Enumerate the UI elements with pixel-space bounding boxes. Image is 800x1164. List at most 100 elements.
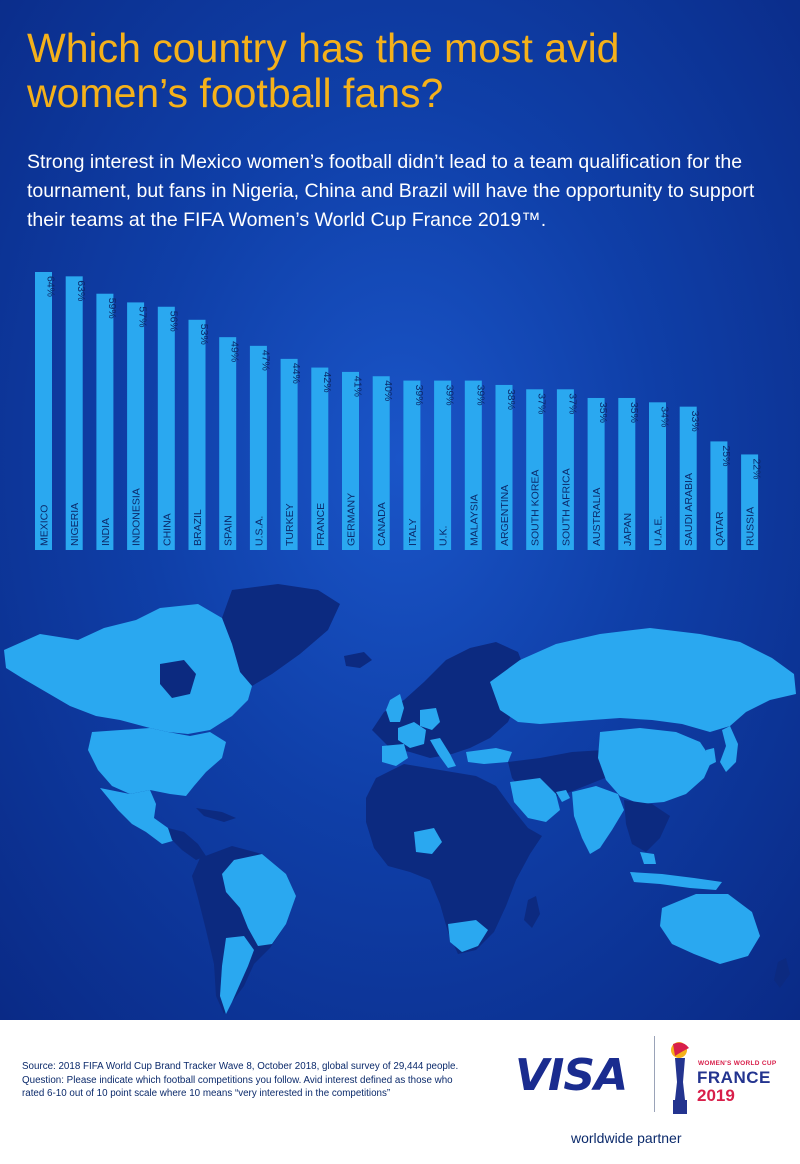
map-africa	[366, 764, 542, 954]
bar-value-label: 39%	[474, 385, 486, 406]
bar-nigeria	[65, 276, 83, 550]
bar-category-label: NIGERIA	[69, 503, 81, 546]
bar-india	[96, 293, 114, 550]
bar-value-label: 39%	[413, 385, 425, 406]
bar-value-label: 33%	[689, 411, 701, 432]
map-japan	[720, 726, 738, 772]
map-germany	[420, 708, 440, 730]
bar-category-label: RUSSIA	[745, 507, 757, 546]
bar-category-label: TURKEY	[284, 503, 296, 546]
logo-divider	[654, 1036, 655, 1112]
bar-saudi-arabia	[679, 406, 697, 550]
bar-category-label: ITALY	[407, 518, 419, 546]
page-subtitle: Strong interest in Mexico women’s footba…	[27, 151, 755, 231]
bar-south-korea	[526, 389, 544, 550]
bar-category-label: SPAIN	[223, 515, 235, 546]
bar-category-label: SOUTH KOREA	[530, 470, 542, 546]
bar-value-label: 41%	[352, 376, 364, 397]
map-malaysia	[640, 852, 656, 864]
bar-turkey	[280, 358, 298, 550]
map-turkey	[466, 748, 512, 764]
bar-value-label: 64%	[45, 276, 57, 297]
bar-canada	[372, 376, 390, 550]
bar-category-label: INDIA	[100, 518, 112, 546]
bar-value-label: 47%	[259, 350, 271, 371]
bar-category-label: FRANCE	[315, 503, 327, 546]
bar-china	[157, 306, 175, 550]
bar-category-label: CHINA	[161, 513, 173, 546]
bar-russia	[741, 454, 759, 550]
map-madagascar	[524, 896, 540, 928]
bar-brazil	[188, 319, 206, 550]
wwc-label: WOMEN'S WORLD CUP	[698, 1060, 777, 1067]
bar-category-label: AUSTRALIA	[591, 488, 603, 546]
bar-category-label: CANADA	[376, 502, 388, 546]
map-indonesia	[630, 872, 722, 890]
bar-value-label: 42%	[321, 372, 333, 393]
visa-logo: VISA	[515, 1050, 628, 1101]
bar-mexico	[35, 272, 52, 550]
bar-south-africa	[556, 389, 574, 550]
womens-world-cup-emblem	[671, 1042, 689, 1114]
map-uae-qatar	[556, 790, 570, 802]
map-mexico	[100, 788, 176, 844]
bar-value-label: 49%	[229, 341, 241, 362]
map-australia	[660, 894, 760, 964]
wwc-year: 2019	[697, 1086, 735, 1105]
bar-category-label: MEXICO	[39, 505, 51, 546]
map-uk	[386, 694, 404, 722]
bar-category-label: U.K.	[438, 526, 450, 546]
map-france	[398, 722, 426, 748]
map-greenland	[222, 584, 340, 686]
bar-category-label: QATAR	[714, 511, 726, 546]
bar-value-label: 37%	[566, 393, 578, 414]
bar-value-label: 35%	[597, 402, 609, 423]
bar-qatar	[710, 441, 728, 550]
bar-value-label: 57%	[137, 306, 149, 327]
bar-category-label: SOUTH AFRICA	[560, 468, 572, 546]
source-note: Source: 2018 FIFA World Cup Brand Tracke…	[22, 1061, 459, 1099]
bar-category-label: SAUDI ARABIA	[683, 473, 695, 546]
map-central-america	[168, 828, 206, 860]
bar-japan	[618, 397, 636, 550]
bar-category-label: BRAZIL	[192, 509, 204, 546]
bar-germany	[342, 371, 359, 550]
bar-value-label: 25%	[720, 445, 732, 466]
map-argentina	[220, 936, 254, 1014]
map-hudson-bay	[160, 660, 196, 698]
bar-category-label: INDONESIA	[131, 488, 143, 546]
bar-u-k	[434, 380, 452, 550]
bar-argentina	[495, 384, 513, 550]
map-china	[598, 728, 712, 804]
bar-spain	[219, 337, 237, 550]
map-new-zealand	[774, 958, 790, 988]
bar-value-label: 53%	[198, 324, 210, 345]
bar-u-a-e	[649, 402, 666, 550]
map-korea	[706, 748, 716, 766]
bar-category-label: U.A.E.	[653, 516, 665, 546]
footer: Source: 2018 FIFA World Cup Brand Tracke…	[0, 1020, 800, 1164]
map-canada	[4, 604, 252, 734]
bar-value-label: 56%	[167, 311, 179, 332]
bar-australia	[587, 397, 605, 550]
partner-text: worldwide partner	[571, 1130, 682, 1146]
bar-category-label: JAPAN	[622, 513, 634, 546]
bar-value-label: 44%	[290, 363, 302, 384]
wwc-country: FRANCE	[697, 1068, 771, 1087]
bar-value-label: 59%	[106, 298, 118, 319]
bar-value-label: 34%	[659, 406, 671, 427]
bar-value-label: 40%	[382, 380, 394, 401]
bar-value-label: 35%	[628, 402, 640, 423]
map-iceland	[344, 652, 372, 668]
world-map	[4, 584, 796, 1014]
bar-category-label: ARGENTINA	[499, 485, 511, 546]
map-caribbean	[196, 808, 236, 822]
bar-u-s-a	[249, 345, 267, 550]
bar-italy	[403, 380, 421, 550]
bar-value-label: 39%	[444, 385, 456, 406]
map-saudi-arabia	[510, 778, 560, 822]
bar-value-label: 37%	[536, 393, 548, 414]
map-spain	[382, 744, 408, 766]
bar-france	[311, 367, 329, 550]
infographic: Which country has the most avid women’s …	[0, 0, 800, 1020]
